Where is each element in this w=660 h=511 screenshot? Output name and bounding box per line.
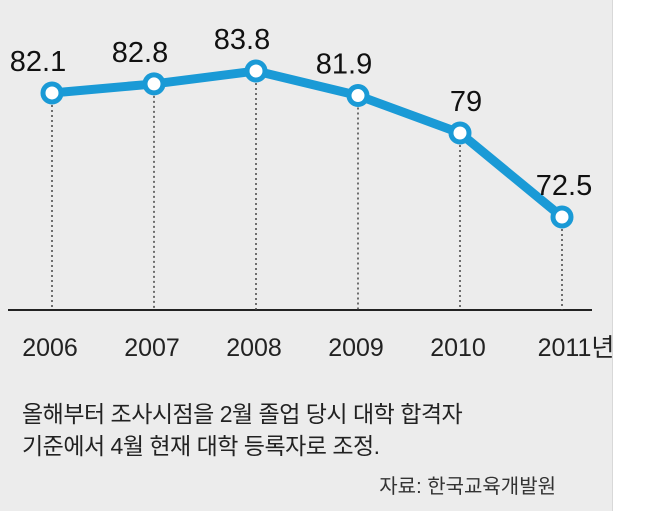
x-tick-label: 2008: [226, 334, 282, 362]
data-label: 82.8: [112, 37, 168, 69]
x-tick-label: 2007: [124, 334, 180, 362]
data-point: [448, 121, 472, 145]
x-tick-label: 2010: [430, 334, 486, 362]
data-point: [346, 84, 370, 108]
data-point: [40, 81, 64, 105]
series-line: [51, 66, 565, 221]
footnote-line-1: 올해부터 조사시점을 2월 졸업 당시 대학 합격자: [22, 401, 463, 427]
data-point: [550, 205, 574, 229]
x-tick-label: 2011년: [538, 334, 612, 362]
data-label: 83.8: [214, 24, 270, 56]
data-point: [142, 72, 166, 96]
data-label: 82.1: [10, 46, 66, 78]
data-label: 72.5: [536, 170, 592, 202]
x-tick-label: 2009: [328, 334, 384, 362]
data-label: 79: [450, 86, 482, 118]
x-tick-label: 2006: [22, 334, 78, 362]
data-label: 81.9: [316, 49, 372, 81]
footnote-line-2: 기준에서 4월 현재 대학 등록자로 조정.: [22, 433, 380, 459]
line-chart: 82.1 2006 82.8 2007 83.8 2008 81.9 2009 79 2010 72…: [8, 24, 612, 362]
chart-panel: 82.1 2006 82.8 2007 83.8 2008 81.9 2009 79 2010 72…: [0, 0, 613, 511]
data-point: [244, 59, 268, 83]
source-text: 자료: 한국교육개발원: [379, 476, 556, 498]
